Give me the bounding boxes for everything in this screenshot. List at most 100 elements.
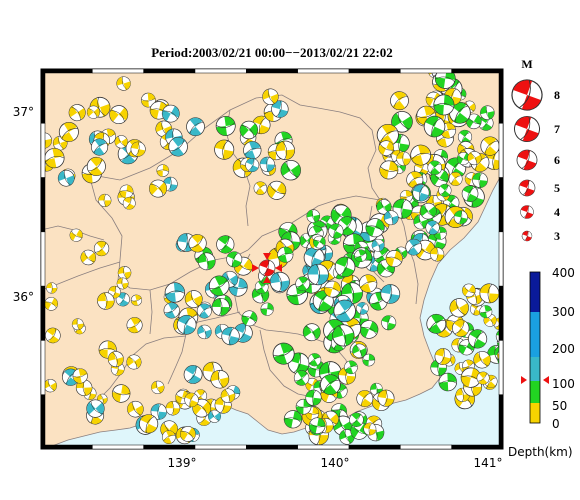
earthquake-events — [41, 69, 503, 446]
earthquake-mechanism — [344, 360, 358, 375]
depth-tick-200: 200 — [552, 342, 575, 356]
earthquake-mechanism — [425, 220, 440, 235]
earthquake-mechanism — [363, 422, 377, 436]
depth-band-teal — [530, 357, 540, 381]
earthquake-mechanism — [378, 140, 394, 156]
earthquake-mechanism — [262, 88, 279, 105]
earthquake-mechanism — [93, 240, 110, 257]
earthquake-mechanism — [116, 76, 131, 91]
earthquake-mechanism — [323, 280, 341, 298]
earthquake-mechanism — [267, 180, 287, 200]
earthquake-mechanism — [45, 327, 61, 344]
earthquake-mechanism — [320, 374, 341, 395]
earthquake-mechanism — [452, 319, 470, 337]
earthquake-mechanism — [86, 399, 105, 418]
magnitude-symbol-8 — [511, 79, 543, 111]
earthquake-mechanism — [295, 398, 312, 415]
earthquake-mechanism — [130, 294, 143, 306]
target-marker-top — [263, 253, 271, 260]
depth-band-shallow-mid — [530, 381, 540, 403]
earthquake-mechanism — [328, 223, 344, 239]
earthquake-mechanism — [359, 320, 379, 339]
earthquake-mechanism — [96, 393, 108, 405]
earthquake-mechanism — [126, 317, 143, 334]
earthquake-mechanism — [221, 326, 240, 346]
earthquake-mechanism — [308, 417, 326, 434]
earthquake-mechanism — [272, 342, 295, 365]
earthquake-mechanism — [280, 159, 301, 181]
earthquake-mechanism — [462, 283, 476, 298]
earthquake-mechanism — [43, 379, 57, 393]
earthquake-mechanism — [86, 156, 106, 176]
depth-band-shallow — [530, 403, 540, 423]
frame-scale-segment — [498, 340, 504, 395]
lon-label-139: 139° — [168, 456, 197, 470]
frame-scale-segment — [297, 444, 350, 450]
frame-scale-segment — [498, 68, 504, 124]
earthquake-mechanism — [164, 282, 186, 303]
earthquake-mechanism — [352, 343, 367, 359]
earthquake-mechanism — [371, 238, 385, 252]
magnitude-legend: M 8 7 6 5 4 3 — [511, 57, 560, 243]
earthquake-mechanism — [453, 210, 468, 225]
earthquake-mechanism — [239, 120, 259, 140]
earthquake-mechanism — [380, 284, 401, 304]
depth-tick-100: 100 — [552, 377, 575, 391]
frame-scale-segment — [194, 444, 247, 450]
earthquake-mechanism — [80, 249, 97, 266]
earthquake-mechanism — [449, 298, 469, 318]
target-marker-right — [275, 264, 282, 272]
earthquake-mechanism — [283, 410, 303, 429]
depth-band-mid — [530, 312, 540, 357]
earthquake-mechanism — [356, 390, 374, 408]
earthquake-mechanism — [473, 351, 491, 369]
frame-scale-bars — [40, 68, 504, 450]
earthquake-mechanism — [467, 151, 482, 166]
frame-scale-segment — [246, 68, 298, 74]
earthquake-mechanism — [216, 235, 235, 254]
earthquake-mechanism — [410, 144, 432, 166]
frame-scale-segment — [400, 68, 452, 74]
earthquake-mechanism — [461, 185, 479, 203]
earthquake-mechanism — [426, 313, 447, 334]
earthquake-mechanism — [196, 303, 212, 319]
earthquake-mechanism — [392, 198, 413, 219]
earthquake-mechanism — [379, 160, 399, 180]
earthquake-mechanism — [150, 403, 167, 420]
earthquake-mechanism — [433, 94, 455, 116]
earthquake-mechanism — [116, 277, 129, 290]
earthquake-mechanism — [365, 218, 385, 238]
earthquake-mechanism — [72, 368, 88, 384]
earthquake-mechanism — [161, 104, 180, 123]
frame-scale-segment — [451, 68, 504, 74]
frame-scale-segment — [92, 444, 144, 450]
earthquake-mechanism — [168, 137, 188, 157]
earthquake-mechanism — [165, 400, 181, 416]
earthquake-mechanism — [275, 140, 295, 161]
earthquake-mechanism — [149, 179, 167, 198]
earthquake-mechanism — [259, 156, 275, 172]
earthquake-mechanism — [295, 276, 310, 291]
frame-scale-segment — [40, 285, 46, 341]
magnitude-label-3: 3 — [554, 229, 560, 243]
earthquake-mechanism — [396, 151, 411, 166]
target-marker-bottom — [263, 276, 271, 283]
earthquake-mechanism — [307, 263, 329, 286]
earthquake-mechanism — [480, 136, 500, 156]
earthquake-mechanism — [46, 282, 58, 294]
earthquake-mechanism — [151, 380, 165, 394]
earthquake-mechanism — [383, 210, 399, 226]
frame-scale-segment — [40, 68, 46, 124]
depth-marker-right — [543, 376, 549, 384]
earthquake-mechanism — [362, 353, 376, 367]
magnitude-symbol-7 — [514, 116, 540, 142]
earthquake-mechanism — [243, 141, 262, 160]
earthquake-mechanism — [71, 318, 84, 331]
frame-scale-segment — [498, 231, 504, 287]
earthquake-mechanism — [390, 91, 409, 111]
earthquake-mechanism — [197, 324, 212, 340]
earthquake-mechanism — [162, 430, 176, 444]
earthquake-mechanism — [271, 100, 289, 118]
earthquake-mechanism — [381, 315, 397, 331]
